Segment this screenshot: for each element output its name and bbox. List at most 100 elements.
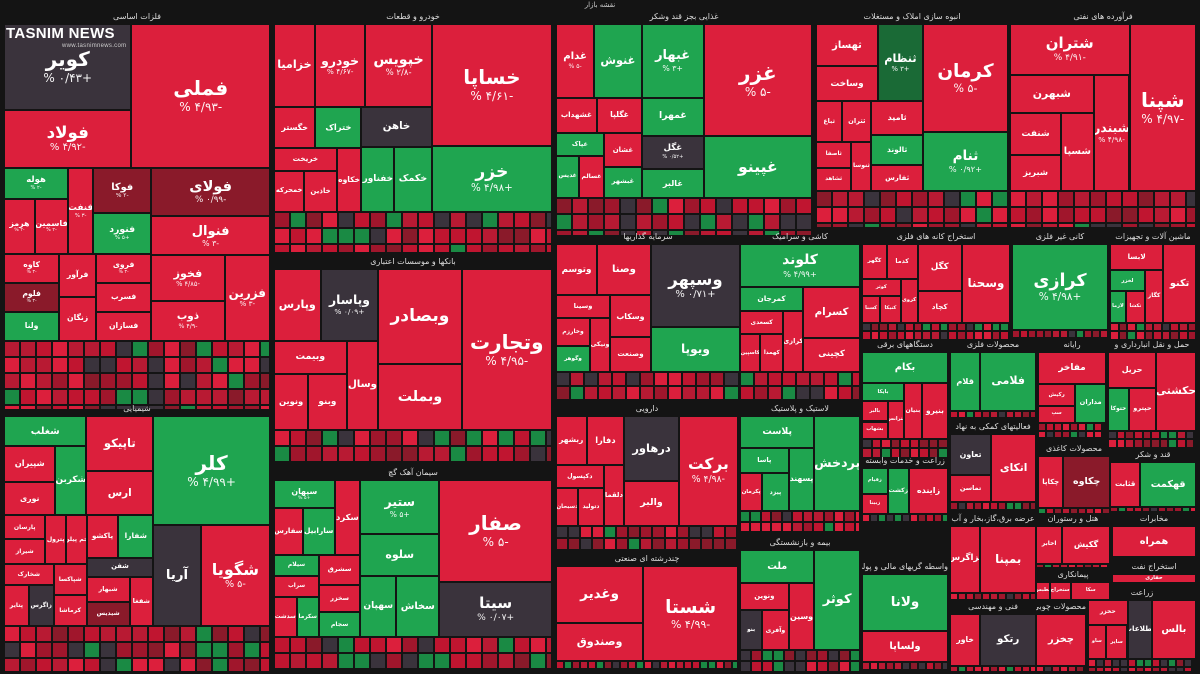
stock-tile[interactable]: خگستر	[274, 106, 316, 149]
stock-tile[interactable]: سراب	[274, 576, 320, 597]
minor-stock-tile[interactable]	[654, 371, 669, 386]
minor-stock-tile[interactable]	[644, 661, 652, 670]
minor-stock-tile[interactable]	[1088, 667, 1096, 672]
minor-stock-tile[interactable]	[180, 356, 196, 373]
minor-stock-tile[interactable]	[482, 637, 498, 654]
minor-stock-tile[interactable]	[260, 388, 270, 405]
stock-tile[interactable]: کسعدی	[740, 311, 784, 335]
minor-stock-tile[interactable]	[1090, 223, 1106, 228]
minor-stock-tile[interactable]	[1092, 330, 1100, 339]
minor-stock-tile[interactable]	[52, 340, 68, 357]
stock-tile[interactable]: بنو	[740, 610, 763, 651]
minor-stock-tile[interactable]	[900, 438, 910, 449]
minor-stock-tile[interactable]	[832, 191, 848, 208]
minor-stock-tile[interactable]	[652, 661, 660, 670]
minor-stock-tile[interactable]	[724, 537, 737, 550]
minor-stock-tile[interactable]	[1086, 430, 1094, 438]
minor-stock-tile[interactable]	[879, 322, 888, 332]
minor-stock-tile[interactable]	[116, 340, 132, 357]
minor-stock-tile[interactable]	[890, 448, 901, 458]
minor-stock-tile[interactable]	[274, 243, 290, 253]
minor-stock-tile[interactable]	[813, 511, 824, 522]
stock-tile[interactable]: کویر +۰/۴۳ %	[4, 24, 132, 110]
minor-stock-tile[interactable]	[1135, 322, 1145, 332]
minor-stock-tile[interactable]	[612, 661, 620, 670]
minor-stock-tile[interactable]	[1084, 563, 1092, 568]
minor-stock-tile[interactable]	[1046, 430, 1054, 438]
minor-stock-tile[interactable]	[598, 385, 613, 400]
minor-stock-tile[interactable]	[434, 227, 450, 244]
minor-stock-tile[interactable]	[604, 661, 612, 670]
minor-stock-tile[interactable]	[1068, 330, 1076, 339]
minor-stock-tile[interactable]	[68, 404, 84, 410]
stock-tile[interactable]: فنورد +۵ %	[93, 213, 152, 254]
stock-tile[interactable]: شستا -۴/۹۹ %	[643, 566, 738, 662]
stock-tile[interactable]: بالس	[1151, 600, 1196, 660]
minor-stock-tile[interactable]	[1153, 322, 1162, 332]
minor-stock-tile[interactable]	[761, 650, 773, 661]
minor-stock-tile[interactable]	[546, 211, 552, 228]
stock-tile[interactable]: کرازی	[783, 311, 804, 372]
minor-stock-tile[interactable]	[1118, 331, 1128, 340]
minor-stock-tile[interactable]	[290, 637, 306, 654]
minor-stock-tile[interactable]	[386, 445, 402, 462]
minor-stock-tile[interactable]	[802, 521, 814, 532]
minor-stock-tile[interactable]	[805, 650, 817, 661]
stock-tile[interactable]: قهکمت	[1140, 462, 1196, 507]
minor-stock-tile[interactable]	[164, 372, 180, 389]
minor-stock-tile[interactable]	[596, 661, 604, 670]
minor-stock-tile[interactable]	[466, 445, 482, 462]
minor-stock-tile[interactable]	[530, 445, 546, 462]
minor-stock-tile[interactable]	[712, 525, 725, 538]
minor-stock-tile[interactable]	[740, 521, 751, 532]
stock-tile[interactable]: کرازی +۴/۹۸ %	[1012, 244, 1108, 331]
stock-tile[interactable]: پاسا	[740, 447, 789, 474]
minor-stock-tile[interactable]	[290, 227, 306, 244]
stock-tile[interactable]: زاگرس	[28, 584, 54, 626]
minor-stock-tile[interactable]	[918, 513, 926, 522]
minor-stock-tile[interactable]	[1179, 331, 1188, 340]
minor-stock-tile[interactable]	[700, 537, 713, 550]
stock-tile[interactable]: ذوب -۴/۹ %	[151, 300, 225, 341]
minor-stock-tile[interactable]	[116, 657, 132, 672]
stock-tile[interactable]: کلوند +۴/۹۹ %	[740, 244, 860, 288]
stock-tile[interactable]: دلقما	[603, 465, 625, 526]
stock-tile[interactable]: تکنو	[1163, 244, 1196, 323]
minor-stock-tile[interactable]	[849, 650, 860, 661]
minor-stock-tile[interactable]	[660, 661, 668, 670]
minor-stock-tile[interactable]	[931, 322, 940, 332]
minor-stock-tile[interactable]	[402, 243, 418, 253]
minor-stock-tile[interactable]	[1150, 507, 1158, 512]
minor-stock-tile[interactable]	[1176, 659, 1184, 668]
minor-stock-tile[interactable]	[1060, 666, 1068, 672]
minor-stock-tile[interactable]	[260, 404, 270, 410]
minor-stock-tile[interactable]	[1112, 667, 1120, 672]
minor-stock-tile[interactable]	[1142, 507, 1150, 512]
minor-stock-tile[interactable]	[748, 213, 764, 230]
minor-stock-tile[interactable]	[196, 641, 212, 658]
stock-tile[interactable]: وپارس	[274, 269, 321, 341]
minor-stock-tile[interactable]	[1142, 430, 1152, 440]
minor-stock-tile[interactable]	[668, 197, 684, 214]
minor-stock-tile[interactable]	[1070, 430, 1078, 438]
minor-stock-tile[interactable]	[1160, 659, 1168, 668]
minor-stock-tile[interactable]	[878, 513, 886, 522]
minor-stock-tile[interactable]	[322, 653, 338, 670]
minor-stock-tile[interactable]	[164, 641, 180, 658]
minor-stock-tile[interactable]	[612, 371, 627, 386]
stock-tile[interactable]: وسال	[346, 340, 379, 430]
stock-tile[interactable]: بنیان	[903, 383, 922, 439]
minor-stock-tile[interactable]	[750, 650, 762, 661]
minor-stock-tile[interactable]	[514, 211, 530, 228]
minor-stock-tile[interactable]	[1100, 330, 1108, 339]
minor-stock-tile[interactable]	[354, 445, 370, 462]
minor-stock-tile[interactable]	[910, 513, 918, 522]
minor-stock-tile[interactable]	[556, 197, 572, 214]
minor-stock-tile[interactable]	[1090, 191, 1106, 208]
minor-stock-tile[interactable]	[1100, 563, 1108, 568]
minor-stock-tile[interactable]	[196, 657, 212, 672]
stock-tile[interactable]: لابسا	[1110, 244, 1164, 271]
minor-stock-tile[interactable]	[616, 537, 629, 550]
minor-stock-tile[interactable]	[1014, 666, 1022, 672]
minor-stock-tile[interactable]	[402, 637, 418, 654]
